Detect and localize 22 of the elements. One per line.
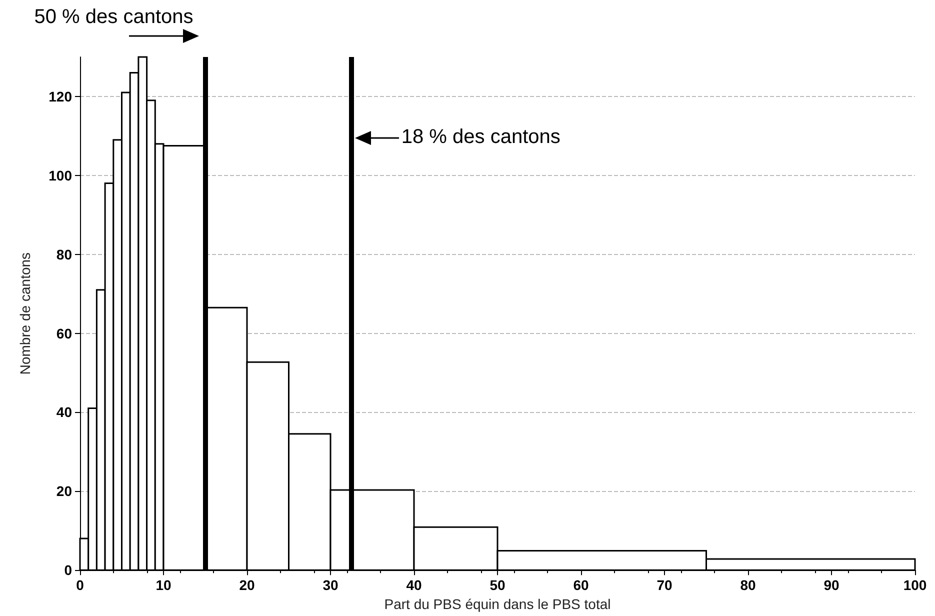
ref-line-label: 50 % des cantons bbox=[34, 6, 194, 29]
y-tick-label: 40 bbox=[56, 404, 72, 420]
x-axis-title: Part du PBS équin dans le PBS total bbox=[384, 596, 611, 612]
x-tick-label: 0 bbox=[76, 577, 84, 594]
y-tick-label: 80 bbox=[56, 246, 72, 262]
x-tick-label: 70 bbox=[656, 577, 672, 594]
y-tick-label: 120 bbox=[48, 88, 72, 104]
y-tick-label: 100 bbox=[48, 167, 72, 184]
ref-line-label: 18 % des cantons bbox=[401, 126, 560, 149]
y-axis-title: Nombre de cantons bbox=[17, 252, 33, 375]
y-tick-label: 0 bbox=[64, 562, 72, 578]
x-tick-label: 10 bbox=[156, 577, 172, 594]
y-tick-label: 20 bbox=[56, 483, 72, 500]
x-tick-label: 30 bbox=[322, 577, 338, 594]
x-tick-label: 60 bbox=[573, 577, 589, 594]
x-tick-label: 90 bbox=[824, 577, 840, 594]
x-tick-label: 20 bbox=[239, 577, 255, 594]
x-tick-label: 50 bbox=[490, 577, 506, 594]
y-tick-label: 60 bbox=[56, 325, 72, 342]
x-tick-label: 40 bbox=[406, 577, 422, 594]
x-tick-label: 100 bbox=[903, 577, 927, 594]
x-tick-label: 80 bbox=[740, 577, 756, 594]
